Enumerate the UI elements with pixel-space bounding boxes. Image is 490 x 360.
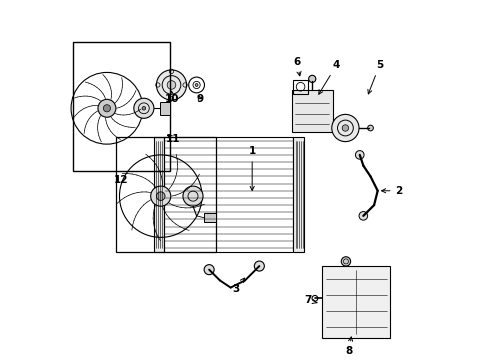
Text: 3: 3 xyxy=(232,278,245,294)
Text: 6: 6 xyxy=(294,57,301,76)
Bar xyxy=(322,266,390,338)
Bar xyxy=(164,137,294,252)
Circle shape xyxy=(98,99,116,117)
Bar xyxy=(292,90,333,132)
Text: 4: 4 xyxy=(318,60,340,94)
Circle shape xyxy=(142,107,146,110)
Circle shape xyxy=(254,261,265,271)
Text: 7: 7 xyxy=(304,295,317,305)
Circle shape xyxy=(342,257,351,266)
Bar xyxy=(73,42,170,171)
Circle shape xyxy=(342,125,349,131)
Circle shape xyxy=(195,84,198,86)
Text: 5: 5 xyxy=(368,60,383,94)
Text: 10: 10 xyxy=(165,91,180,104)
Bar xyxy=(160,102,170,115)
Text: 2: 2 xyxy=(382,186,403,196)
Bar xyxy=(116,137,216,252)
Text: 1: 1 xyxy=(248,146,256,190)
Circle shape xyxy=(183,186,203,206)
Circle shape xyxy=(359,212,368,220)
Text: 9: 9 xyxy=(196,94,204,104)
Circle shape xyxy=(134,98,154,118)
Circle shape xyxy=(156,192,165,201)
Circle shape xyxy=(103,105,111,112)
Circle shape xyxy=(309,75,316,82)
Circle shape xyxy=(368,125,373,131)
Circle shape xyxy=(167,81,176,89)
Bar xyxy=(294,137,304,252)
Bar xyxy=(153,137,164,252)
Text: 12: 12 xyxy=(114,175,128,185)
Bar xyxy=(294,80,308,94)
Bar xyxy=(204,213,216,222)
Circle shape xyxy=(156,70,187,100)
Circle shape xyxy=(204,265,214,275)
Circle shape xyxy=(151,186,171,206)
Circle shape xyxy=(332,114,359,141)
Text: 11: 11 xyxy=(166,134,180,144)
Text: 8: 8 xyxy=(345,337,353,356)
Circle shape xyxy=(355,150,364,159)
